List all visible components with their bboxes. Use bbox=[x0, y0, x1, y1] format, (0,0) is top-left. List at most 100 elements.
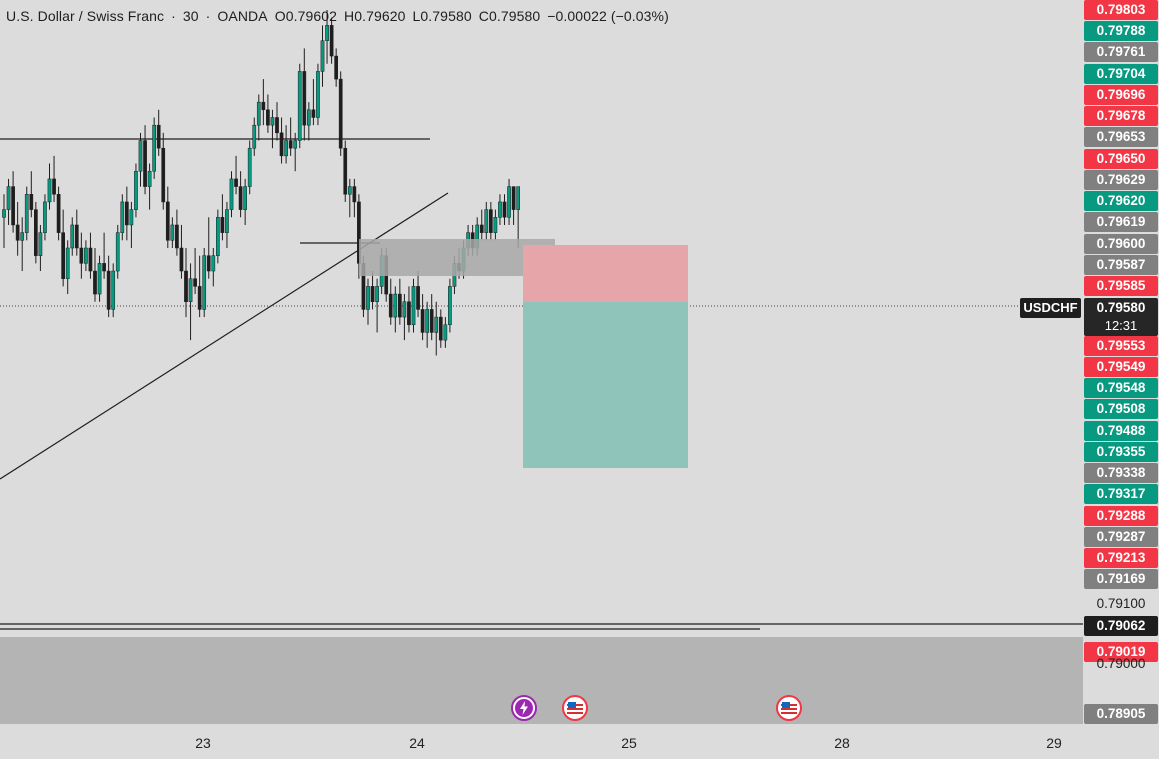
candle-body bbox=[175, 224, 179, 249]
candle bbox=[398, 278, 402, 325]
price-tag: 0.78905 bbox=[1084, 704, 1158, 724]
candle bbox=[366, 278, 370, 325]
candle-body bbox=[297, 71, 302, 141]
price-tag: 0.79062 bbox=[1084, 616, 1158, 636]
candle bbox=[88, 232, 93, 279]
candle-body bbox=[498, 201, 502, 218]
candle-body bbox=[220, 217, 225, 233]
risk-zone[interactable] bbox=[523, 245, 688, 302]
candle bbox=[270, 109, 275, 149]
candle-body bbox=[293, 140, 298, 149]
candle-body bbox=[311, 109, 316, 118]
price-tag: 0.79629 bbox=[1084, 170, 1158, 190]
candle bbox=[297, 63, 302, 149]
candle bbox=[6, 178, 11, 225]
candle bbox=[238, 171, 243, 218]
candle bbox=[24, 186, 29, 241]
candle bbox=[152, 117, 157, 179]
candle bbox=[188, 263, 193, 341]
candle-body bbox=[179, 247, 184, 272]
header-interval[interactable]: 30 bbox=[182, 8, 199, 24]
header-change: −0.00022 (−0.03%) bbox=[547, 8, 669, 24]
candle-body bbox=[229, 178, 234, 210]
candle bbox=[184, 248, 188, 318]
candle bbox=[448, 278, 452, 333]
price-tag: 0.79553 bbox=[1084, 336, 1158, 356]
us-flag-icon[interactable] bbox=[562, 695, 588, 721]
candle bbox=[434, 301, 439, 356]
candle bbox=[420, 294, 425, 341]
candle bbox=[347, 178, 352, 218]
candle bbox=[311, 79, 316, 126]
grey-zone[interactable] bbox=[359, 239, 555, 276]
candle bbox=[429, 294, 434, 341]
candle bbox=[11, 171, 15, 233]
candle bbox=[170, 217, 175, 248]
candle-body bbox=[284, 140, 288, 157]
candle-body bbox=[156, 124, 161, 149]
candle-body bbox=[88, 247, 93, 272]
candle bbox=[343, 140, 348, 202]
price-tag: 0.79619 bbox=[1084, 212, 1158, 232]
header-open: O0.79602 bbox=[274, 8, 337, 24]
candle-body bbox=[216, 217, 220, 256]
candle-body bbox=[120, 201, 125, 233]
reward-zone[interactable] bbox=[523, 302, 688, 468]
candles-group bbox=[2, 10, 520, 356]
price-tag: 0.79600 bbox=[1084, 234, 1158, 254]
candle-body bbox=[238, 186, 243, 210]
price-tag: 0.79508 bbox=[1084, 399, 1158, 419]
candle-body bbox=[325, 25, 329, 41]
candle-body bbox=[279, 132, 284, 157]
candle-body bbox=[334, 55, 338, 80]
candle bbox=[138, 132, 143, 187]
price-tag: 0.79169 bbox=[1084, 569, 1158, 589]
candle-body bbox=[234, 178, 238, 187]
candle bbox=[43, 194, 47, 241]
candle-body bbox=[38, 232, 43, 256]
header-title[interactable]: U.S. Dollar / Swiss Franc bbox=[6, 8, 165, 24]
lightning-icon[interactable] bbox=[511, 695, 537, 721]
chart-canvas[interactable] bbox=[0, 0, 1083, 735]
candle-body bbox=[370, 286, 375, 302]
candle bbox=[261, 79, 266, 126]
candle-body bbox=[347, 186, 352, 195]
candle-body bbox=[20, 232, 25, 241]
candle bbox=[266, 94, 270, 133]
candle-body bbox=[2, 209, 6, 218]
candle-body bbox=[270, 117, 275, 126]
header-sep-2: · bbox=[205, 8, 211, 24]
candle bbox=[74, 209, 79, 256]
price-tag: 0.79548 bbox=[1084, 378, 1158, 398]
candle bbox=[279, 117, 284, 164]
candle-body bbox=[256, 101, 261, 126]
current-price: 0.79580 bbox=[1096, 300, 1146, 315]
candle bbox=[320, 25, 325, 87]
time-label: 24 bbox=[409, 735, 425, 751]
price-tag: 0.79488 bbox=[1084, 421, 1158, 441]
candle bbox=[316, 63, 320, 126]
time-axis[interactable] bbox=[0, 724, 1083, 759]
candle bbox=[202, 248, 207, 318]
us-flag-icon[interactable] bbox=[776, 695, 802, 721]
candle-body bbox=[247, 147, 252, 187]
trendline[interactable] bbox=[0, 192, 449, 480]
price-tick: 0.79000 bbox=[1096, 656, 1146, 671]
candle-body bbox=[147, 170, 152, 187]
candle bbox=[479, 209, 484, 241]
candle bbox=[97, 255, 102, 302]
candle bbox=[484, 201, 489, 241]
candle-body bbox=[193, 278, 197, 287]
candle bbox=[129, 201, 134, 248]
candle bbox=[111, 263, 116, 318]
candle-body bbox=[74, 224, 79, 249]
candle bbox=[216, 209, 220, 264]
candle bbox=[225, 201, 229, 248]
candle bbox=[234, 155, 238, 195]
candle bbox=[206, 217, 211, 279]
symbol-tag: USDCHF bbox=[1020, 298, 1081, 318]
candle bbox=[197, 255, 202, 318]
candle-body bbox=[70, 224, 75, 249]
candle-body bbox=[443, 324, 448, 341]
candle bbox=[70, 217, 75, 256]
